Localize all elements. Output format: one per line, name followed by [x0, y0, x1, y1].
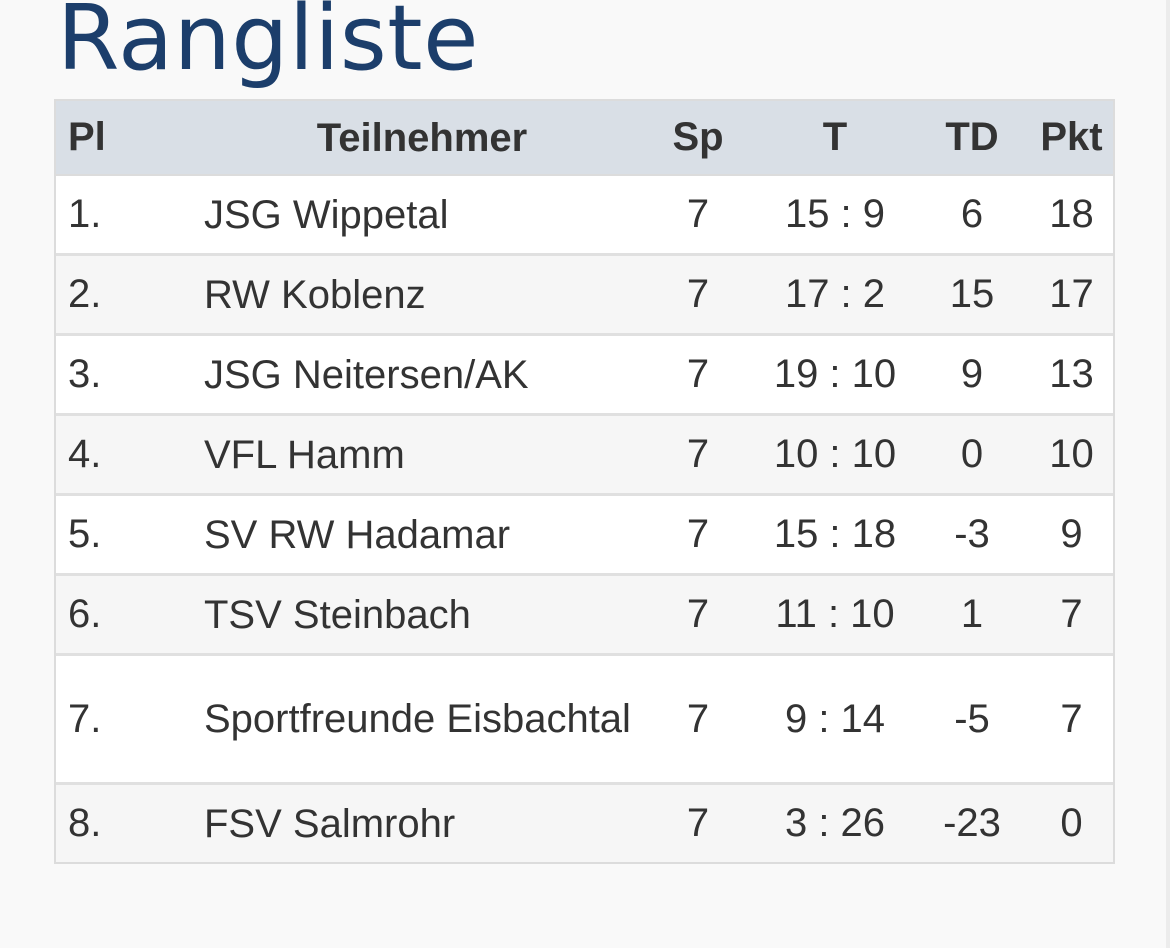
cell-team: JSG Wippetal	[204, 175, 640, 256]
cell-t: 15 : 9	[756, 175, 914, 256]
header-sp: Sp	[640, 101, 756, 176]
cell-team: TSV Steinbach	[204, 574, 640, 656]
cell-t: 15 : 18	[756, 494, 914, 576]
page-edge	[1166, 0, 1170, 948]
cell-t: 17 : 2	[756, 254, 914, 336]
page-title: Rangliste	[57, 0, 479, 91]
cell-pkt: 10	[1030, 414, 1113, 496]
cell-sp: 7	[640, 574, 756, 656]
cell-td: 1	[914, 574, 1030, 656]
cell-pkt: 17	[1030, 254, 1113, 336]
cell-pkt: 18	[1030, 175, 1113, 256]
standings-table: Pl Teilnehmer Sp T TD Pkt 1. JSG Wippeta…	[54, 99, 1115, 864]
cell-pkt: 13	[1030, 334, 1113, 416]
cell-pkt: 7	[1030, 574, 1113, 656]
cell-pl: 1.	[56, 175, 204, 256]
cell-team: JSG Neitersen/AK	[204, 334, 640, 416]
table-row: 7. Sportfreunde Eisbachtal 7 9 : 14 -5 7	[56, 654, 1113, 785]
table-header-row: Pl Teilnehmer Sp T TD Pkt	[56, 101, 1113, 176]
cell-td: 9	[914, 334, 1030, 416]
cell-pl: 2.	[56, 254, 204, 336]
table-row: 1. JSG Wippetal 7 15 : 9 6 18	[56, 175, 1113, 256]
header-teilnehmer: Teilnehmer	[204, 101, 640, 176]
table-row: 8. FSV Salmrohr 7 3 : 26 -23 0	[56, 783, 1113, 862]
cell-td: 0	[914, 414, 1030, 496]
header-t: T	[756, 101, 914, 176]
cell-sp: 7	[640, 414, 756, 496]
cell-td: -23	[914, 783, 1030, 862]
table-row: 3. JSG Neitersen/AK 7 19 : 10 9 13	[56, 334, 1113, 416]
standings-table-grid: Pl Teilnehmer Sp T TD Pkt 1. JSG Wippeta…	[56, 101, 1113, 862]
cell-sp: 7	[640, 334, 756, 416]
cell-sp: 7	[640, 494, 756, 576]
cell-pl: 5.	[56, 494, 204, 576]
cell-pl: 4.	[56, 414, 204, 496]
table-row: 5. SV RW Hadamar 7 15 : 18 -3 9	[56, 494, 1113, 576]
cell-td: 15	[914, 254, 1030, 336]
cell-td: -5	[914, 654, 1030, 785]
table-row: 4. VFL Hamm 7 10 : 10 0 10	[56, 414, 1113, 496]
cell-pkt: 9	[1030, 494, 1113, 576]
cell-team: Sportfreunde Eisbachtal	[204, 654, 640, 785]
header-pkt: Pkt	[1030, 101, 1113, 176]
table-row: 2. RW Koblenz 7 17 : 2 15 17	[56, 254, 1113, 336]
cell-sp: 7	[640, 654, 756, 785]
cell-pkt: 7	[1030, 654, 1113, 785]
cell-pkt: 0	[1030, 783, 1113, 862]
cell-t: 10 : 10	[756, 414, 914, 496]
cell-pl: 8.	[56, 783, 204, 862]
cell-sp: 7	[640, 175, 756, 256]
cell-td: -3	[914, 494, 1030, 576]
cell-td: 6	[914, 175, 1030, 256]
cell-t: 3 : 26	[756, 783, 914, 862]
cell-team: VFL Hamm	[204, 414, 640, 496]
cell-t: 19 : 10	[756, 334, 914, 416]
cell-pl: 6.	[56, 574, 204, 656]
cell-t: 11 : 10	[756, 574, 914, 656]
cell-sp: 7	[640, 783, 756, 862]
cell-pl: 3.	[56, 334, 204, 416]
cell-team: RW Koblenz	[204, 254, 640, 336]
cell-team: SV RW Hadamar	[204, 494, 640, 576]
header-pl: Pl	[56, 101, 204, 176]
cell-t: 9 : 14	[756, 654, 914, 785]
header-td: TD	[914, 101, 1030, 176]
cell-pl: 7.	[56, 654, 204, 785]
cell-sp: 7	[640, 254, 756, 336]
table-row: 6. TSV Steinbach 7 11 : 10 1 7	[56, 574, 1113, 656]
cell-team: FSV Salmrohr	[204, 783, 640, 862]
